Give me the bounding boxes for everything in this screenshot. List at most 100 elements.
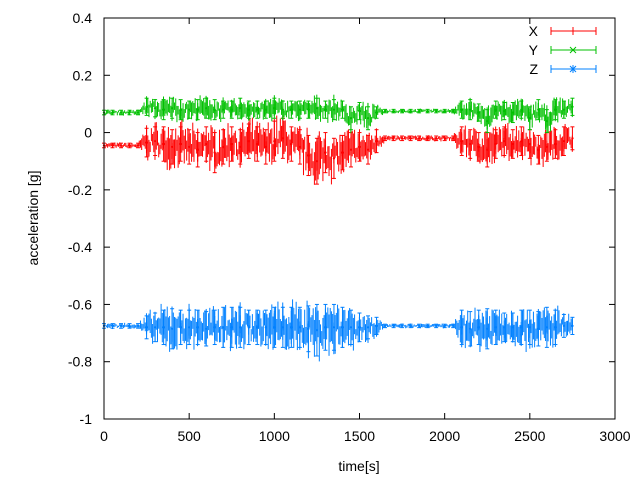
series-z-point bbox=[281, 326, 285, 329]
series-z-point bbox=[434, 324, 438, 328]
series-x-point bbox=[417, 137, 421, 140]
series-z-point bbox=[264, 326, 268, 329]
series-y-point bbox=[528, 117, 532, 120]
series-z-point bbox=[460, 326, 463, 329]
series-y-point bbox=[187, 108, 191, 111]
series-y-point bbox=[443, 109, 446, 113]
series-x-point bbox=[136, 144, 140, 147]
y-tick-label: 0.2 bbox=[73, 67, 93, 83]
legend-label-y: Y bbox=[529, 42, 539, 58]
x-tick-label: 1500 bbox=[344, 428, 375, 444]
series-x-point bbox=[162, 142, 165, 146]
series-x-point bbox=[179, 142, 182, 146]
series-z-point bbox=[392, 324, 395, 328]
series-z-point bbox=[451, 324, 455, 328]
series-x-point bbox=[545, 145, 549, 149]
x-tick-label: 3000 bbox=[599, 428, 630, 444]
series-x-point bbox=[281, 137, 285, 140]
series-x-point bbox=[392, 137, 395, 140]
series-z-point bbox=[205, 327, 208, 330]
series-y-point bbox=[409, 109, 412, 113]
series-y-point bbox=[469, 108, 472, 111]
axis-ticks: 0 500 1000 1500 2000 2500 3000 0.4 0.2 0 -0.2 -0.4 -… bbox=[68, 10, 631, 444]
series-x-point bbox=[341, 151, 344, 154]
series-y-point bbox=[460, 108, 463, 111]
series-z-point bbox=[298, 326, 302, 329]
y-tick-label: -0.2 bbox=[68, 182, 92, 198]
y-tick-label: -1 bbox=[80, 411, 93, 427]
series-z-point bbox=[307, 327, 310, 330]
y-tick-label: -0.4 bbox=[68, 239, 92, 255]
series-y-point bbox=[170, 107, 174, 110]
series-z-point bbox=[119, 324, 123, 328]
series-x-point bbox=[145, 141, 148, 144]
series-y-point bbox=[247, 108, 250, 111]
series-z-point bbox=[222, 326, 225, 329]
series-y-point bbox=[562, 108, 566, 111]
series-y-point bbox=[162, 108, 165, 111]
series-x-point bbox=[111, 144, 114, 147]
series-y-point bbox=[392, 109, 395, 113]
series-x-point bbox=[307, 154, 310, 157]
series-z-point bbox=[537, 327, 540, 330]
series-z-point bbox=[511, 326, 514, 329]
series-z-point bbox=[136, 324, 140, 328]
series-z-point bbox=[187, 326, 191, 329]
series-y-point bbox=[239, 107, 242, 110]
series-x-point bbox=[332, 157, 336, 160]
series-x bbox=[102, 115, 575, 185]
series-x-point bbox=[383, 137, 387, 140]
series-y-point bbox=[375, 111, 378, 114]
series-x-point bbox=[503, 139, 506, 143]
series-x-point bbox=[205, 142, 208, 146]
y-tick-label: 0.4 bbox=[73, 10, 93, 26]
series-y-point bbox=[341, 108, 344, 111]
series-y-point bbox=[315, 107, 319, 110]
series-y-point bbox=[358, 109, 361, 113]
series-x-point bbox=[298, 145, 302, 149]
series-x-point bbox=[290, 142, 293, 146]
series-z-point bbox=[290, 326, 293, 329]
series-z-point bbox=[239, 326, 242, 329]
series-y-point bbox=[494, 108, 497, 111]
series-y-point bbox=[451, 109, 455, 113]
series-y-point bbox=[136, 111, 140, 114]
plot-marks bbox=[102, 94, 575, 362]
series-z-point bbox=[128, 324, 131, 328]
series-z-point bbox=[213, 326, 216, 329]
cross-marker-icon bbox=[569, 46, 577, 54]
series-y-point bbox=[179, 108, 182, 111]
series-z-point bbox=[366, 326, 370, 329]
series-y-point bbox=[366, 117, 370, 120]
series-z-point bbox=[332, 326, 336, 329]
series-y-point bbox=[486, 119, 489, 123]
series-x-point bbox=[222, 145, 225, 149]
series-z-point bbox=[358, 326, 361, 329]
series-y-point bbox=[128, 111, 131, 114]
series-x-point bbox=[400, 137, 404, 140]
series-y-point bbox=[349, 117, 353, 120]
series-x-point bbox=[170, 145, 174, 149]
series-x-point bbox=[247, 139, 250, 143]
series-y-point bbox=[205, 107, 208, 110]
series-x-point bbox=[230, 142, 233, 146]
series-z-point bbox=[554, 326, 557, 329]
series-x-point bbox=[128, 144, 131, 147]
series-x-point bbox=[409, 137, 412, 140]
series-x-point bbox=[256, 142, 259, 146]
series-x-point bbox=[451, 137, 455, 140]
series-y-point bbox=[264, 108, 268, 111]
x-tick-label: 2500 bbox=[514, 428, 545, 444]
series-y-point bbox=[520, 108, 523, 111]
series-z-point bbox=[153, 326, 157, 329]
series-x-point bbox=[264, 145, 268, 149]
y-axis-label: acceleration [g] bbox=[25, 171, 41, 266]
series-x-point bbox=[460, 139, 463, 143]
series-y-point bbox=[537, 108, 540, 111]
series-z-point bbox=[409, 324, 412, 328]
legend: XYZ bbox=[529, 23, 597, 77]
series-x-point bbox=[187, 145, 191, 149]
series-z-point bbox=[571, 324, 574, 328]
series-x-point bbox=[562, 139, 566, 143]
